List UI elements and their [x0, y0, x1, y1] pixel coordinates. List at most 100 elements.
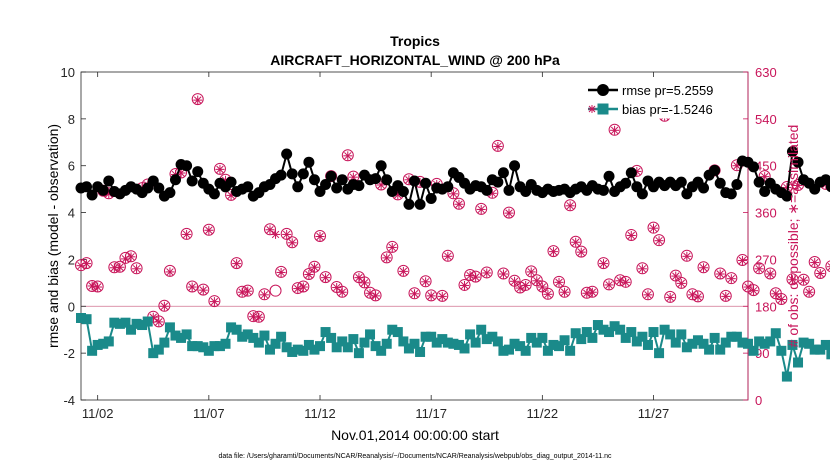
obs-assimilated-point	[254, 312, 264, 322]
y-tick-label-left: 8	[68, 112, 75, 127]
bias-point	[804, 338, 815, 349]
rmse-point	[497, 167, 509, 179]
obs-possible-point	[397, 264, 410, 277]
bias-point	[359, 337, 370, 348]
bias-point	[448, 338, 459, 349]
bias-point	[637, 331, 648, 342]
legend-box	[584, 77, 745, 119]
bias-point	[487, 331, 498, 342]
bias-point	[398, 336, 409, 347]
obs-assimilated-point	[598, 259, 608, 269]
rmse-point	[281, 148, 293, 160]
obs-possible-point	[803, 285, 816, 298]
rmse-point	[820, 174, 830, 186]
legend-rmse-label: rmse pr=5.2559	[622, 83, 713, 98]
y-tick-label-right: 540	[755, 112, 777, 127]
obs-possible-point	[275, 265, 288, 278]
obs-assimilated-point	[721, 291, 731, 301]
bias-point	[537, 332, 548, 343]
obs-possible-point	[797, 273, 810, 286]
bias-point	[292, 344, 303, 355]
obs-assimilated-point	[359, 278, 369, 288]
obs-assimilated-point	[771, 289, 781, 299]
obs-assimilated-point	[276, 267, 286, 277]
bias-point	[370, 341, 381, 352]
obs-assimilated-point	[560, 287, 570, 297]
bias-point	[98, 338, 109, 349]
bias-point	[503, 344, 514, 355]
rmse-point	[225, 176, 237, 188]
rmse-point	[381, 174, 393, 186]
obs-assimilated-point	[287, 238, 297, 248]
bias-point	[609, 321, 620, 332]
bias-point	[237, 331, 248, 342]
rmse-point	[620, 177, 632, 189]
bias-point	[731, 331, 742, 342]
rmse-point	[242, 181, 254, 193]
obs-possible-point	[664, 290, 677, 303]
obs-possible-point	[308, 260, 321, 273]
bias-point	[387, 324, 398, 335]
obs-possible-point	[447, 187, 460, 200]
obs-assimilated-point	[321, 273, 331, 283]
bias-point	[681, 342, 692, 353]
bias-point	[309, 344, 320, 355]
obs-assimilated-point	[521, 280, 531, 290]
legend-bias-label: bias pr=-1.5246	[622, 102, 713, 117]
obs-possible-point	[680, 249, 693, 262]
legend-assimilated-marker	[588, 105, 596, 113]
bias-point	[759, 338, 770, 349]
bias-point	[131, 318, 142, 329]
bias-point	[264, 344, 275, 355]
bias-point	[437, 334, 448, 345]
y-tick-label-right: 360	[755, 206, 777, 221]
bias-point	[81, 314, 92, 325]
obs-possible-point	[269, 284, 282, 297]
obs-possible-point	[814, 266, 827, 279]
obs-assimilated-point	[215, 164, 225, 174]
rmse-point	[792, 156, 804, 168]
obs-assimilated-point	[265, 225, 275, 235]
obs-assimilated-point	[209, 297, 219, 307]
bias-point	[581, 327, 592, 338]
obs-assimilated-point	[448, 189, 458, 199]
bias-point	[698, 338, 709, 349]
x-tick-label: 11/27	[638, 406, 670, 421]
obs-possible-point	[569, 235, 582, 248]
obs-possible-point	[636, 262, 649, 275]
obs-assimilated-point	[471, 272, 481, 282]
bias-point	[492, 336, 503, 347]
bias-point	[442, 337, 453, 348]
bias-point	[431, 337, 442, 348]
bias-point	[315, 341, 326, 352]
obs-assimilated-point	[498, 269, 508, 279]
rmse-point	[103, 175, 115, 187]
bias-point	[626, 327, 637, 338]
y-tick-label-left: -2	[63, 346, 75, 361]
obs-assimilated-point	[665, 292, 675, 302]
rmse-point	[403, 198, 415, 210]
bias-point	[270, 338, 281, 349]
legend-rmse-marker	[597, 84, 609, 96]
obs-assimilated-point	[604, 280, 614, 290]
rmse-point	[425, 193, 437, 205]
bias-point	[342, 342, 353, 353]
rmse-point	[164, 187, 176, 199]
obs-assimilated-point	[726, 274, 736, 284]
obs-possible-point	[202, 223, 215, 236]
bias-point	[170, 330, 181, 341]
bias-point	[615, 324, 626, 335]
obs-assimilated-point	[460, 280, 470, 290]
bias-point	[220, 338, 231, 349]
bias-point	[743, 338, 753, 349]
bias-point	[654, 348, 665, 359]
obs-possible-point	[653, 234, 666, 247]
bias-point	[103, 336, 114, 347]
bias-point	[242, 329, 253, 340]
x-tick-label: 11/17	[415, 406, 447, 421]
legend: rmse pr=5.2559 bias pr=-1.5246	[584, 77, 745, 119]
rmse-point	[153, 182, 165, 194]
obs-possible-point	[380, 251, 393, 264]
bias-point	[376, 345, 387, 356]
obs-possible-point	[541, 287, 554, 300]
